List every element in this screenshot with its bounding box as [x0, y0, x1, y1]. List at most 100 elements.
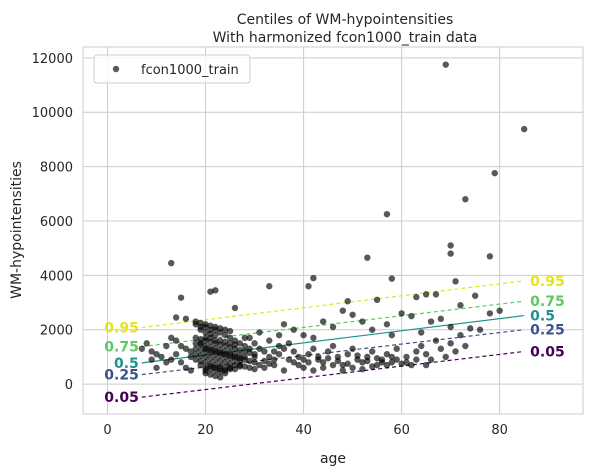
- data-point: [270, 348, 278, 355]
- data-point: [168, 259, 175, 267]
- data-point: [486, 253, 494, 260]
- data-point: [275, 342, 283, 350]
- data-point: [471, 292, 479, 299]
- data-point: [270, 356, 278, 363]
- data-point: [172, 314, 180, 321]
- data-point: [398, 310, 405, 317]
- data-point: [408, 312, 415, 320]
- data-point: [226, 334, 234, 342]
- data-point: [295, 353, 302, 361]
- data-point: [207, 371, 214, 378]
- data-point: [388, 353, 396, 361]
- data-point: [236, 346, 244, 354]
- data-point: [300, 364, 307, 371]
- data-point: [202, 345, 209, 352]
- x-tick-label: 80: [491, 423, 508, 438]
- data-point: [163, 359, 170, 366]
- data-point: [251, 359, 258, 366]
- data-point: [422, 291, 430, 298]
- data-point: [422, 361, 430, 369]
- data-point: [462, 196, 469, 203]
- data-point: [177, 359, 185, 366]
- data-point: [388, 275, 396, 282]
- data-point: [457, 302, 464, 309]
- data-point: [290, 348, 297, 355]
- data-point: [300, 356, 307, 363]
- data-point: [221, 350, 229, 358]
- data-point: [476, 326, 484, 333]
- data-point: [285, 356, 293, 363]
- data-point: [310, 274, 317, 282]
- data-point: [285, 340, 293, 347]
- x-tick-label: 40: [295, 423, 312, 438]
- x-tick-label: 0: [103, 423, 111, 438]
- data-point: [192, 321, 199, 328]
- data-point: [212, 356, 219, 363]
- data-point: [256, 345, 263, 352]
- data-point: [148, 348, 155, 355]
- data-point: [231, 304, 239, 312]
- data-point: [388, 331, 396, 339]
- data-point: [202, 367, 209, 374]
- data-point: [295, 361, 302, 369]
- data-point: [221, 367, 229, 374]
- data-point: [266, 283, 273, 290]
- chart-title: Centiles of WM-hypointensities: [237, 12, 454, 28]
- data-point: [221, 338, 229, 346]
- data-point: [447, 250, 454, 257]
- data-point: [202, 334, 209, 342]
- legend-label: fcon1000_train: [141, 63, 239, 78]
- data-point: [148, 356, 155, 363]
- data-point: [290, 326, 297, 333]
- legend-marker: [112, 65, 120, 73]
- data-point: [236, 355, 244, 362]
- data-point: [305, 359, 312, 366]
- data-point: [168, 334, 175, 342]
- data-point: [447, 242, 454, 249]
- data-point: [418, 329, 425, 336]
- data-point: [217, 349, 224, 357]
- data-point: [437, 345, 445, 352]
- centile-line-0.05: [141, 350, 525, 398]
- data-point: [437, 315, 445, 323]
- data-point: [182, 345, 190, 352]
- centile-labels: 0.050.050.250.250.50.50.750.750.950.95: [104, 274, 564, 406]
- data-point: [344, 360, 351, 367]
- x-tick-label: 60: [393, 423, 410, 438]
- data-point: [329, 323, 337, 331]
- data-point: [349, 311, 356, 318]
- data-point: [212, 337, 219, 344]
- data-point: [138, 345, 146, 352]
- data-point: [226, 352, 234, 359]
- data-point: [251, 340, 258, 347]
- data-point: [261, 364, 268, 371]
- data-point: [202, 323, 209, 331]
- data-point: [427, 318, 435, 325]
- centile-label-end: 0.25: [530, 323, 565, 339]
- data-point: [266, 337, 273, 344]
- data-point: [217, 374, 224, 381]
- data-point: [251, 353, 258, 361]
- data-point: [319, 364, 327, 371]
- data-point: [324, 348, 332, 355]
- data-point: [226, 364, 234, 371]
- data-point: [217, 365, 224, 373]
- data-point: [413, 293, 420, 301]
- data-point: [212, 348, 219, 355]
- data-point: [442, 353, 449, 361]
- data-point: [226, 340, 234, 347]
- data-point: [241, 342, 248, 350]
- data-point: [344, 350, 351, 358]
- data-point: [486, 310, 494, 317]
- data-point: [217, 357, 224, 365]
- data-point: [158, 353, 165, 361]
- y-tick-label: 2000: [40, 324, 73, 339]
- data-point: [256, 329, 263, 336]
- data-point: [197, 361, 204, 369]
- data-point: [383, 361, 391, 369]
- data-point: [383, 210, 391, 218]
- data-point: [177, 342, 185, 350]
- data-point: [236, 361, 244, 369]
- data-point: [266, 360, 273, 367]
- data-point: [212, 287, 219, 294]
